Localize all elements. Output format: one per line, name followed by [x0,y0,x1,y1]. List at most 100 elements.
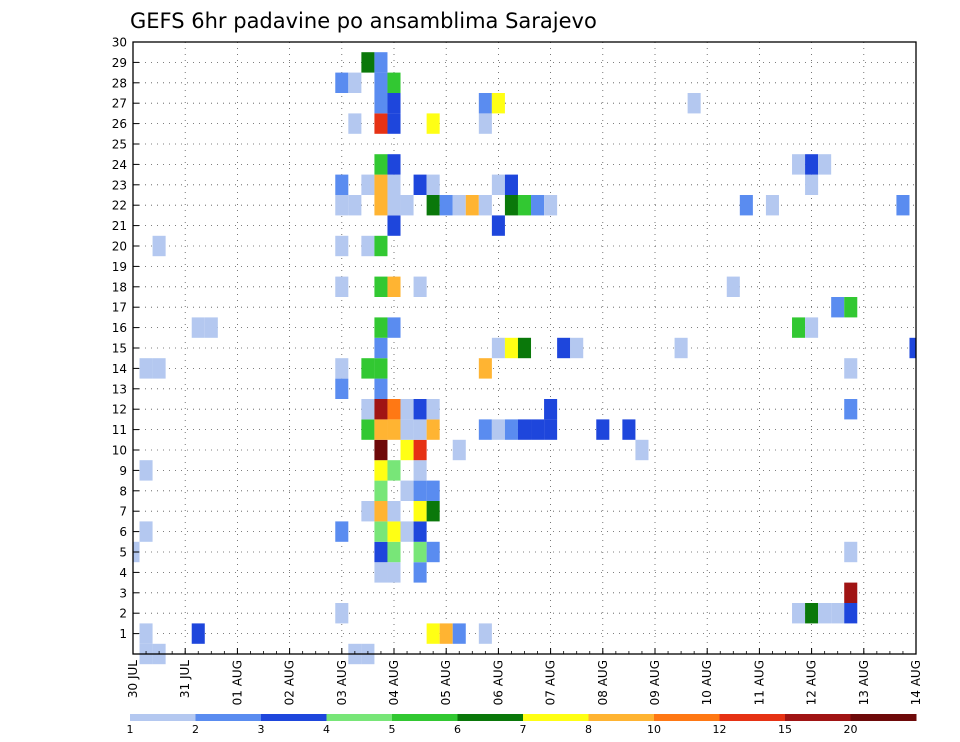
heatmap-cell [805,154,819,175]
x-tick-label: 02 AUG [283,660,297,705]
x-tick-label: 11 AUG [752,660,766,705]
heatmap-cell [413,439,427,461]
heatmap-cell [844,399,858,420]
heatmap-cell [374,501,388,522]
heatmap-cell [335,603,349,624]
heatmap-cell [792,603,806,624]
heatmap-cell [844,582,858,603]
x-tick-label: 06 AUG [491,660,505,705]
heatmap-cell [387,562,401,583]
heatmap-cell [387,521,401,542]
heatmap-cell [387,317,401,338]
heatmap-cell [139,521,153,542]
y-tick-label: 15 [112,342,127,356]
heatmap-cell [204,317,218,338]
heatmap-cell [491,337,505,359]
heatmap-cell [374,337,388,359]
heatmap-cell [413,541,427,563]
heatmap-cell [400,195,414,216]
heatmap-cell [426,480,440,501]
heatmap-cell [191,317,205,338]
colorbar-swatch [326,714,393,721]
heatmap-cell [335,378,349,399]
heatmap-cell [439,623,453,644]
heatmap-cell [557,337,571,359]
heatmap-cell [726,276,740,297]
colorbar-swatch [392,714,458,721]
y-tick-label: 26 [112,117,127,131]
heatmap-cell [426,501,440,522]
colorbar-swatch [195,714,262,721]
heatmap-cell [517,419,532,440]
colorbar-swatch [785,714,851,721]
heatmap-cell [544,399,558,420]
x-tick-label: 01 AUG [230,660,244,705]
heatmap-cell [387,501,401,522]
heatmap-cell [844,297,858,318]
heatmap-cell [596,419,610,440]
colorbar-label: 6 [454,723,461,736]
heatmap-cell [478,195,492,216]
y-tick-label: 7 [119,505,127,519]
colorbar-label: 20 [844,723,858,736]
heatmap-cell [452,439,466,461]
heatmap-cell [374,72,388,93]
heatmap-cell [844,541,858,563]
x-tick-label: 03 AUG [335,660,349,705]
heatmap-cell [387,399,401,420]
heatmap-cell [531,419,545,440]
heatmap-cell [478,623,492,644]
x-tick-label: 08 AUG [596,660,610,705]
colorbar: 1 2 3 4 5 6 7 8 10 12 15 20 [127,714,917,736]
x-tick-label: 04 AUG [387,660,401,705]
y-tick-label: 16 [112,321,127,335]
heatmap-cell [374,154,388,175]
heatmap-cell [517,195,532,216]
heatmap-cell [374,195,388,216]
x-axis: 30 JUL 31 JUL 01 AUG 02 AUG 03 AUG 04 AUG 05 A… [126,648,923,705]
x-tick-label: 12 AUG [805,660,819,705]
heatmap-cell [413,501,427,522]
x-tick-label: 13 AUG [857,660,871,705]
heatmap-cell [361,52,375,73]
heatmap-cell [413,276,427,297]
y-tick-label: 11 [112,423,127,437]
heatmap-cell [374,439,388,461]
y-tick-label: 17 [112,301,127,315]
colorbar-label: 15 [778,723,792,736]
heatmap-cell [478,113,492,134]
heatmap-cell [765,195,779,216]
y-tick-label: 6 [119,525,127,539]
heatmap-cell [896,195,910,216]
heatmap-cell [374,541,388,563]
heatmap-cell [792,317,806,338]
heatmap-cell [139,358,153,379]
heatmap-cell [426,623,440,644]
heatmap-cell [491,93,505,114]
colorbar-swatch [719,714,786,721]
heatmap-cell [439,195,453,216]
heatmap-cell [844,603,858,624]
heatmap-cell [374,480,388,501]
heatmap-cell [374,52,388,73]
y-tick-label: 28 [112,76,127,90]
heatmap-cell [335,235,349,257]
y-tick-label: 8 [119,484,127,498]
y-tick-label: 5 [119,546,127,560]
heatmap-cell [387,93,401,114]
heatmap-cell [426,399,440,420]
heatmap-cell [570,337,584,359]
colorbar-label: 2 [192,723,199,736]
heatmap-cell [387,215,401,236]
heatmap-cell [504,174,518,195]
colorbar-label: 1 [127,723,134,736]
heatmap-cell [805,603,819,624]
x-tick-label: 09 AUG [648,660,662,705]
heatmap-cell [400,480,414,501]
colorbar-swatch [588,714,655,721]
heatmap-cell [335,174,349,195]
y-tick-label: 25 [112,138,127,152]
heatmap-cell [622,419,636,440]
y-tick-label: 23 [112,178,127,192]
heatmap-cell [374,317,388,338]
